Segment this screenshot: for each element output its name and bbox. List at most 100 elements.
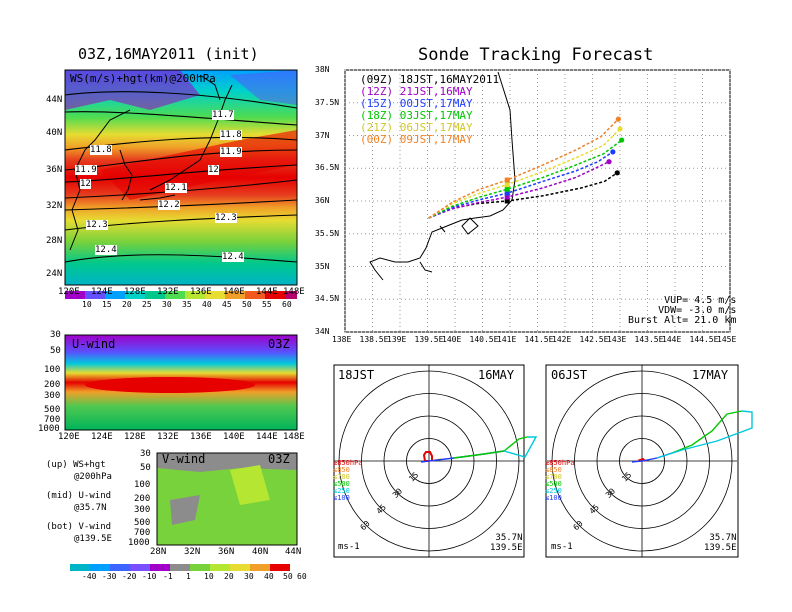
track-burst-point — [504, 190, 510, 196]
track-burst-point — [504, 177, 510, 183]
ws-cbar-tick: 50 — [242, 300, 252, 309]
wind-colorbar — [70, 564, 290, 571]
ws-cbar-tick: 45 — [222, 300, 232, 309]
map-lon-128e: 128E — [124, 287, 146, 297]
track-legend: (09Z) 18JST,16MAY2011 (12Z) 21JST,16MAY … — [360, 74, 499, 146]
y-tick-label: 35.5N — [315, 228, 340, 238]
y-tick-label: 34.5N — [315, 294, 340, 304]
hodograph-ring — [551, 370, 733, 552]
u-wind-time: 03Z — [268, 337, 290, 351]
lat-tick-24n: 24N — [46, 269, 63, 279]
v-wind-band — [230, 465, 270, 505]
wind-cbar-tick: -40 — [82, 572, 97, 581]
y-tick-label: 35N — [315, 261, 330, 271]
u-lon-128e: 128E — [124, 432, 146, 442]
hodograph-ring — [361, 393, 497, 529]
x-tick-label: 143.5E — [634, 335, 664, 344]
ws-cbar-tick: 10 — [82, 300, 92, 309]
lat-tick-32n: 32N — [46, 201, 63, 211]
track-landing-point — [619, 137, 625, 143]
ws-low-region-east — [230, 70, 297, 105]
left-title: 03Z,16MAY2011 (init) — [78, 45, 259, 63]
legend-entry: (00Z) 09JST,17MAY — [360, 133, 473, 146]
wind-cbar-tick: 20 — [224, 572, 234, 581]
u-lon-148e: 148E — [283, 432, 305, 442]
u-p-50: 50 — [50, 346, 61, 356]
level-label: ≤250 — [545, 487, 562, 495]
map-lon-136e: 136E — [190, 287, 212, 297]
note-mid-sub: @35.7N — [74, 503, 107, 513]
wind-cbar-tick: 1 — [186, 572, 191, 581]
ws-cbar-tick: 35 — [182, 300, 192, 309]
ws-cbar-tick: 60 — [282, 300, 292, 309]
track-landing-point — [615, 116, 621, 122]
hodo1-time: 18JST — [338, 368, 375, 382]
v-wind-label: V-wind — [162, 452, 206, 466]
u-lon-132e: 132E — [157, 432, 179, 442]
u-p-500: 500 — [44, 405, 61, 415]
map-lon-148e: 148E — [283, 287, 305, 297]
wind-cbar-tick: 10 — [204, 572, 214, 581]
level-label: ≤850 — [333, 466, 350, 474]
x-tick-label: 140.5E — [469, 335, 499, 344]
lat-tick-44n: 44N — [46, 95, 63, 105]
wind-cbar-tick: 60 — [297, 572, 307, 581]
map-frame — [64, 69, 298, 286]
hodo2-units: ms-1 — [551, 542, 573, 552]
level-label: ≤700 — [545, 473, 562, 481]
annotation-vdw: VDW= -3.0 m/s — [658, 305, 737, 316]
track-line — [428, 118, 619, 219]
contour-label: 12 — [80, 179, 91, 189]
legend-entry: (15Z) 00JST,17MAY — [360, 97, 473, 110]
hodo2-time: 06JST — [551, 368, 588, 382]
right-title: Sonde Tracking Forecast — [418, 45, 654, 65]
hodo1-location: 35.7N 139.5E — [490, 533, 523, 553]
v-lat-36n: 36N — [218, 547, 235, 557]
annotation-vup: VUP= 4.5 m/s — [664, 295, 737, 306]
legend-entry: (21Z) 06JST,17MAY — [360, 121, 473, 134]
u-wind-frame — [64, 334, 298, 431]
v-p-700: 700 — [134, 528, 151, 538]
y-tick-label: 36N — [315, 196, 330, 205]
ws-cbar-tick: 40 — [202, 300, 212, 309]
hodo1-units: ms-1 — [338, 542, 360, 552]
v-p-50: 50 — [140, 463, 151, 473]
wind-cbar-tick: 40 — [264, 572, 274, 581]
hodo1-date: 16MAY — [478, 368, 515, 382]
contour-label: 11.9 — [220, 147, 242, 157]
hodograph-ring — [596, 415, 688, 507]
contour-label: 12.4 — [222, 252, 244, 262]
tracking-grid — [344, 69, 731, 333]
track-line — [428, 128, 621, 219]
wind-cbar-tick: 50 — [283, 572, 293, 581]
track-landing-point — [617, 126, 623, 132]
note-mid: (mid) U-wind — [46, 491, 112, 501]
v-lat-32n: 32N — [184, 547, 201, 557]
map-lon-120e: 120E — [58, 287, 80, 297]
u-wind-label: U-wind — [72, 337, 116, 351]
level-label: ≥850hPa — [545, 459, 575, 467]
map-lon-144e: 144E — [256, 287, 278, 297]
x-tick-label: 138.5E — [359, 335, 389, 344]
lat-tick-36n: 36N — [46, 165, 63, 175]
v-wind-grey-upper — [157, 453, 297, 472]
track-landing-point — [606, 159, 612, 165]
u-lon-136e: 136E — [190, 432, 212, 442]
x-tick-label: 144E — [662, 335, 682, 344]
x-tick-label: 142E — [552, 335, 572, 344]
hodograph-trace — [671, 410, 743, 454]
sonde-tracks — [428, 116, 625, 219]
track-line — [428, 139, 623, 219]
hodograph-trace — [656, 410, 753, 459]
v-p-1000: 1000 — [128, 538, 150, 548]
wind-cbar-tick: -20 — [122, 572, 137, 581]
track-annotations: VUP= 4.5 m/s VDW= -3.0 m/s Burst Alt= 21… — [628, 296, 736, 326]
u-p-30: 30 — [50, 330, 61, 340]
contour-label: 11.9 — [75, 165, 97, 175]
level-label: ≤100 — [545, 494, 562, 502]
hodograph-ring — [338, 370, 520, 552]
contour-label: 12.3 — [215, 213, 237, 223]
hodograph-ring — [383, 415, 475, 507]
